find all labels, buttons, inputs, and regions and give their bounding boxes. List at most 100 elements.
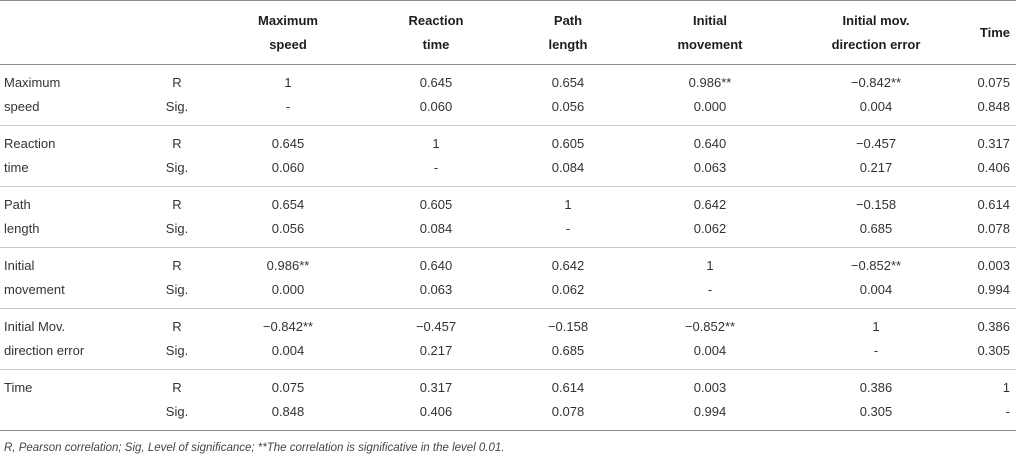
- cell-value: 0.654: [551, 75, 585, 90]
- cell-value: 0.642: [551, 258, 585, 273]
- cell-value: 0.305: [859, 404, 893, 419]
- cell-value: −0.842**: [850, 75, 902, 90]
- table-row-sig: length Sig. 0.056 0.084 - 0.062 0.685 0.…: [0, 217, 1016, 248]
- cell-value: 0.063: [693, 160, 727, 175]
- stat-label-r: R: [172, 136, 182, 151]
- header-row: Maximum speed Reaction time Path length …: [0, 0, 1016, 65]
- table-row-sig: direction error Sig. 0.004 0.217 0.685 0…: [0, 339, 1016, 370]
- cell-value: 1: [872, 319, 880, 334]
- table-row-sig: movement Sig. 0.000 0.063 0.062 - 0.004 …: [0, 278, 1016, 309]
- row-name-line2: speed: [4, 99, 40, 114]
- cell-value: 0.386: [859, 380, 893, 395]
- header-direction-error: Initial mov. direction error: [794, 1, 958, 65]
- cell-value: 0.848: [977, 99, 1010, 114]
- header-path-length: Path length: [510, 1, 626, 65]
- cell-value: 0.848: [271, 404, 305, 419]
- cell-value: 0.605: [419, 197, 453, 212]
- cell-value: 0.004: [271, 343, 305, 358]
- cell-value: 0.642: [693, 197, 727, 212]
- cell-value: -: [565, 221, 571, 236]
- stat-label-sig: Sig.: [165, 282, 189, 297]
- cell-value: 0.004: [693, 343, 727, 358]
- table-row-r: Time R 0.075 0.317 0.614 0.003 0.386 1: [0, 370, 1016, 401]
- cell-value: 0.075: [271, 380, 305, 395]
- row-name-line1: Maximum: [4, 75, 61, 90]
- cell-value: 0.078: [977, 221, 1010, 236]
- row-name-line2: time: [4, 160, 29, 175]
- table-row-r: Initial Mov. R −0.842** −0.457 −0.158 −0…: [0, 309, 1016, 340]
- cell-value: 1: [706, 258, 714, 273]
- row-name-line1: Path: [4, 197, 31, 212]
- row-name-line1: Time: [4, 380, 33, 395]
- cell-value: -: [707, 282, 713, 297]
- cell-value: 0.060: [419, 99, 453, 114]
- stat-label-sig: Sig.: [165, 343, 189, 358]
- row-name-line1: Initial: [4, 258, 35, 273]
- stat-label-sig: Sig.: [165, 99, 189, 114]
- header-empty-name: [0, 1, 140, 65]
- stat-label-r: R: [172, 75, 182, 90]
- cell-value: 0.994: [977, 282, 1010, 297]
- cell-value: 0.004: [859, 99, 893, 114]
- cell-value: 0.386: [977, 319, 1010, 334]
- header-empty-stat: [140, 1, 214, 65]
- cell-value: 0.003: [693, 380, 727, 395]
- cell-value: 0.063: [419, 282, 453, 297]
- stat-label-sig: Sig.: [165, 404, 189, 419]
- table-row-sig: Sig. 0.848 0.406 0.078 0.994 0.305 -: [0, 400, 1016, 431]
- row-name-line2: [0, 400, 140, 431]
- stat-label-sig: Sig.: [165, 160, 189, 175]
- cell-value: 0.317: [419, 380, 453, 395]
- cell-value: 0.640: [419, 258, 453, 273]
- cell-value: −0.457: [415, 319, 457, 334]
- cell-value: 0.986**: [266, 258, 310, 273]
- cell-value: -: [433, 160, 439, 175]
- row-name-line2: length: [4, 221, 40, 236]
- header-time-label: Time: [979, 24, 1010, 40]
- table-row-r: Maximum R 1 0.645 0.654 0.986** −0.842**…: [0, 65, 1016, 96]
- correlation-table-container: Maximum speed Reaction time Path length …: [0, 0, 1016, 431]
- cell-value: −0.852**: [850, 258, 902, 273]
- table-body: Maximum R 1 0.645 0.654 0.986** −0.842**…: [0, 65, 1016, 431]
- cell-value: 0.305: [977, 343, 1010, 358]
- cell-value: 0.645: [271, 136, 305, 151]
- correlation-table: Maximum speed Reaction time Path length …: [0, 0, 1016, 431]
- cell-value: 0.084: [419, 221, 453, 236]
- stat-label-sig: Sig.: [165, 221, 189, 236]
- cell-value: 0.994: [693, 404, 727, 419]
- cell-value: −0.158: [855, 197, 897, 212]
- cell-value: 0.000: [271, 282, 305, 297]
- cell-value: -: [285, 99, 291, 114]
- cell-value: 1: [284, 75, 292, 90]
- cell-value: −0.158: [547, 319, 589, 334]
- header-direction-error-label: Initial mov. direction error: [831, 12, 921, 52]
- table-row-sig: speed Sig. - 0.060 0.056 0.000 0.004 0.8…: [0, 95, 1016, 126]
- table-footnote: R, Pearson correlation; Sig, Level of si…: [4, 442, 505, 454]
- cell-value: 0.000: [693, 99, 727, 114]
- cell-value: 0.062: [551, 282, 585, 297]
- stat-label-r: R: [172, 319, 182, 334]
- cell-value: 0.614: [551, 380, 585, 395]
- cell-value: 1: [564, 197, 572, 212]
- header-time: Time: [958, 1, 1016, 65]
- header-path-length-label: Path length: [548, 12, 588, 52]
- cell-value: −0.852**: [684, 319, 736, 334]
- cell-value: 0.217: [859, 160, 893, 175]
- cell-value: 0.217: [419, 343, 453, 358]
- cell-value: 0.406: [419, 404, 453, 419]
- header-reaction-time: Reaction time: [362, 1, 510, 65]
- cell-value: 0.406: [977, 160, 1010, 175]
- stat-label-r: R: [172, 258, 182, 273]
- row-name-line1: Reaction: [4, 136, 56, 151]
- cell-value: 0.640: [693, 136, 727, 151]
- row-name-line2: movement: [4, 282, 65, 297]
- cell-value: 1: [1002, 380, 1010, 395]
- table-row-r: Reaction R 0.645 1 0.605 0.640 −0.457 0.…: [0, 126, 1016, 157]
- cell-value: 0.654: [271, 197, 305, 212]
- cell-value: 0.645: [419, 75, 453, 90]
- cell-value: -: [873, 343, 879, 358]
- header-maximum-speed-label: Maximum speed: [258, 12, 318, 52]
- cell-value: 0.685: [859, 221, 893, 236]
- cell-value: 0.004: [859, 282, 893, 297]
- cell-value: 0.084: [551, 160, 585, 175]
